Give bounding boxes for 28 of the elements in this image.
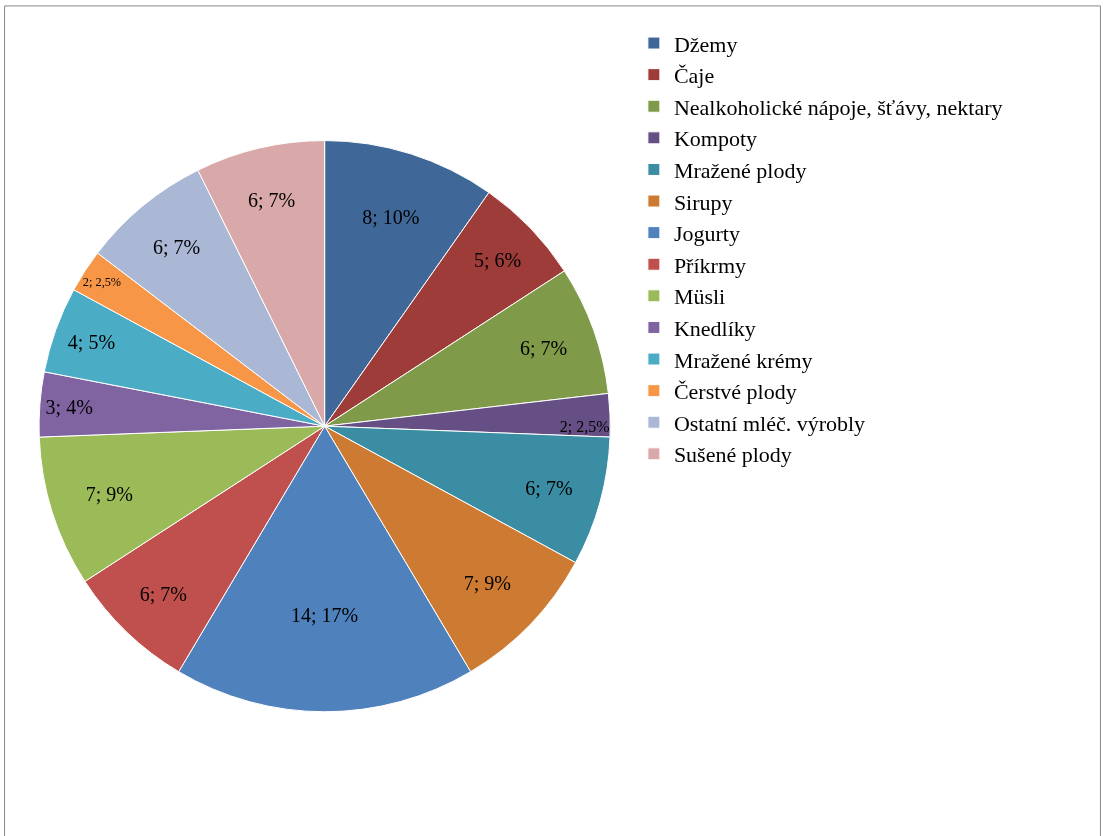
data-label: 6; 7% bbox=[519, 336, 568, 359]
data-label: 8; 10% bbox=[362, 205, 420, 228]
legend-label: Čerstvé plody bbox=[673, 379, 797, 405]
legend-label: Kompoty bbox=[673, 126, 757, 152]
legend-label: Knedlíky bbox=[673, 316, 756, 342]
data-label: 2; 2,5% bbox=[82, 275, 122, 290]
legend-label: Mražené krémy bbox=[673, 347, 813, 373]
data-label: 6; 7% bbox=[153, 235, 201, 258]
data-label: 7; 9% bbox=[463, 571, 511, 594]
legend-label: Mražené plody bbox=[673, 158, 807, 184]
data-label: 3; 4% bbox=[45, 395, 93, 418]
legend-label: Jogurty bbox=[673, 221, 740, 247]
legend-label: Sušené plody bbox=[673, 442, 792, 468]
legend-label: Sirupy bbox=[673, 189, 733, 215]
legend-label: Müsli bbox=[673, 284, 726, 310]
legend-label: Nealkoholické nápoje, šťávy, nektary bbox=[673, 94, 1003, 120]
data-label: 5; 6% bbox=[473, 248, 522, 271]
data-label: 6; 7% bbox=[139, 582, 187, 605]
data-label: 6; 7% bbox=[525, 476, 573, 499]
legend-label: Džemy bbox=[673, 31, 738, 57]
data-label: 7; 9% bbox=[85, 483, 134, 506]
legend-label: Čaje bbox=[673, 63, 715, 89]
legend-label: Příkrmy bbox=[673, 252, 746, 278]
data-label: 2; 2,5% bbox=[559, 417, 610, 435]
data-label: 14; 17% bbox=[291, 604, 359, 627]
data-label: 4; 5% bbox=[67, 331, 116, 354]
legend-label: Ostatní mléč. výrobly bbox=[673, 410, 866, 436]
data-label: 6; 7% bbox=[248, 188, 296, 211]
